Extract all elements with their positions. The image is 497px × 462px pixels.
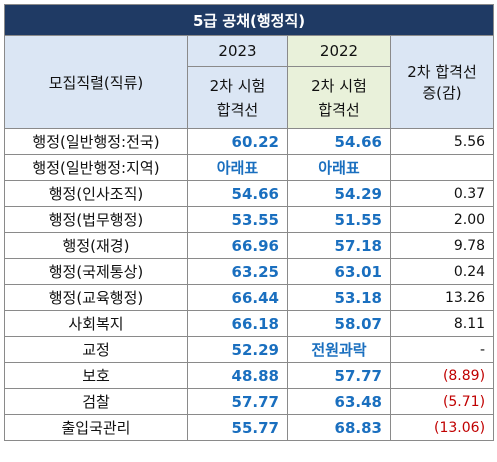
category-cell: 행정(재경) [4,232,188,259]
value-2022-cell: 57.77 [287,362,391,389]
value-2023-cell: 66.96 [187,232,288,259]
value-2022-cell: 53.18 [287,284,391,311]
category-cell: 교정 [4,336,188,363]
diff-cell: - [389,336,495,363]
table-row: 보호 48.88 57.77 (8.89) [4,362,495,389]
diff-cell: 13.26 [389,284,495,311]
year-2022-header: 2022 [287,35,391,67]
year-2023-header: 2023 [187,35,288,67]
category-cell: 행정(일반행정:지역) [4,154,188,181]
value-2022-cell: 54.29 [287,180,391,207]
diff-cell: 5.56 [389,128,495,155]
diff-cell: (13.06) [389,414,495,441]
value-2022-cell: 54.66 [287,128,391,155]
value-2023-cell: 52.29 [187,336,288,363]
category-cell: 행정(교육행정) [4,284,188,311]
table-title: 5급 공채(행정직) [3,4,495,36]
value-2023-cell: 48.88 [187,362,288,389]
category-cell: 행정(국제통상) [4,258,188,285]
diff-cell: 9.78 [389,232,495,259]
table-row: 행정(재경) 66.96 57.18 9.78 [4,232,495,259]
value-2022-cell: 57.18 [287,232,391,259]
table-row: 행정(국제통상) 63.25 63.01 0.24 [4,258,495,285]
value-2022-cell: 63.48 [287,388,391,415]
sub-header-2022-line1: 2차 시험 [311,76,367,95]
table-row: 사회복지 66.18 58.07 8.11 [4,310,495,337]
table-row: 행정(교육행정) 66.44 53.18 13.26 [4,284,495,311]
diff-cell: (8.89) [389,362,495,389]
table-body: 행정(일반행정:전국) 60.22 54.66 5.56 행정(일반행정:지역)… [4,128,495,441]
table-row: 행정(일반행정:지역) 아래표 아래표 [4,154,495,181]
sub-header-2023-line1: 2차 시험 [209,76,266,95]
category-cell: 행정(법무행정) [4,206,188,233]
table-row: 행정(일반행정:전국) 60.22 54.66 5.56 [4,128,495,155]
diff-cell: 0.37 [389,180,495,207]
category-cell: 출입국관리 [4,414,188,441]
sub-header-2023: 2차 시험 합격선 [187,66,288,129]
value-2023-cell: 54.66 [187,180,288,207]
category-cell: 행정(인사조직) [4,180,188,207]
sub-header-2022-line2: 합격선 [318,100,360,119]
value-2022-cell: 아래표 [287,154,391,181]
table-row: 검찰 57.77 63.48 (5.71) [4,388,495,415]
value-2023-cell: 아래표 [187,154,288,181]
value-2023-cell: 60.22 [187,128,288,155]
value-2023-cell: 57.77 [187,388,288,415]
category-cell: 사회복지 [4,310,188,337]
table-row: 행정(인사조직) 54.66 54.29 0.37 [4,180,495,207]
value-2022-cell: 68.83 [287,414,391,441]
value-2022-cell: 전원과락 [287,336,391,363]
diff-header-line1: 2차 합격선 [407,63,477,81]
value-2023-cell: 66.18 [187,310,288,337]
table-row: 출입국관리 55.77 68.83 (13.06) [4,414,495,441]
value-2022-cell: 58.07 [287,310,391,337]
value-2023-cell: 53.55 [187,206,288,233]
diff-header-line2: 증(감) [422,84,462,102]
table-row: 행정(법무행정) 53.55 51.55 2.00 [4,206,495,233]
sub-header-2023-line2: 합격선 [216,100,259,119]
diff-cell: 0.24 [389,258,495,285]
cutoff-table: 5급 공채(행정직) 모집직렬(직류) 2023 2022 2차 합격선 증(감… [3,4,495,441]
diff-cell: 8.11 [389,310,495,337]
category-cell: 검찰 [4,388,188,415]
table-row: 교정 52.29 전원과락 - [4,336,495,363]
sub-header-2022: 2차 시험 합격선 [287,66,391,129]
diff-cell: (5.71) [389,388,495,415]
value-2022-cell: 63.01 [287,258,391,285]
category-cell: 행정(일반행정:전국) [4,128,188,155]
category-header: 모집직렬(직류) [4,35,188,129]
value-2023-cell: 55.77 [187,414,288,441]
value-2022-cell: 51.55 [287,206,391,233]
value-2023-cell: 66.44 [187,284,288,311]
diff-header: 2차 합격선 증(감) [389,35,495,129]
diff-cell [389,154,495,181]
category-cell: 보호 [4,362,188,389]
cutoff-table-container: 5급 공채(행정직) 모집직렬(직류) 2023 2022 2차 합격선 증(감… [3,4,495,441]
value-2023-cell: 63.25 [187,258,288,285]
diff-cell: 2.00 [389,206,495,233]
